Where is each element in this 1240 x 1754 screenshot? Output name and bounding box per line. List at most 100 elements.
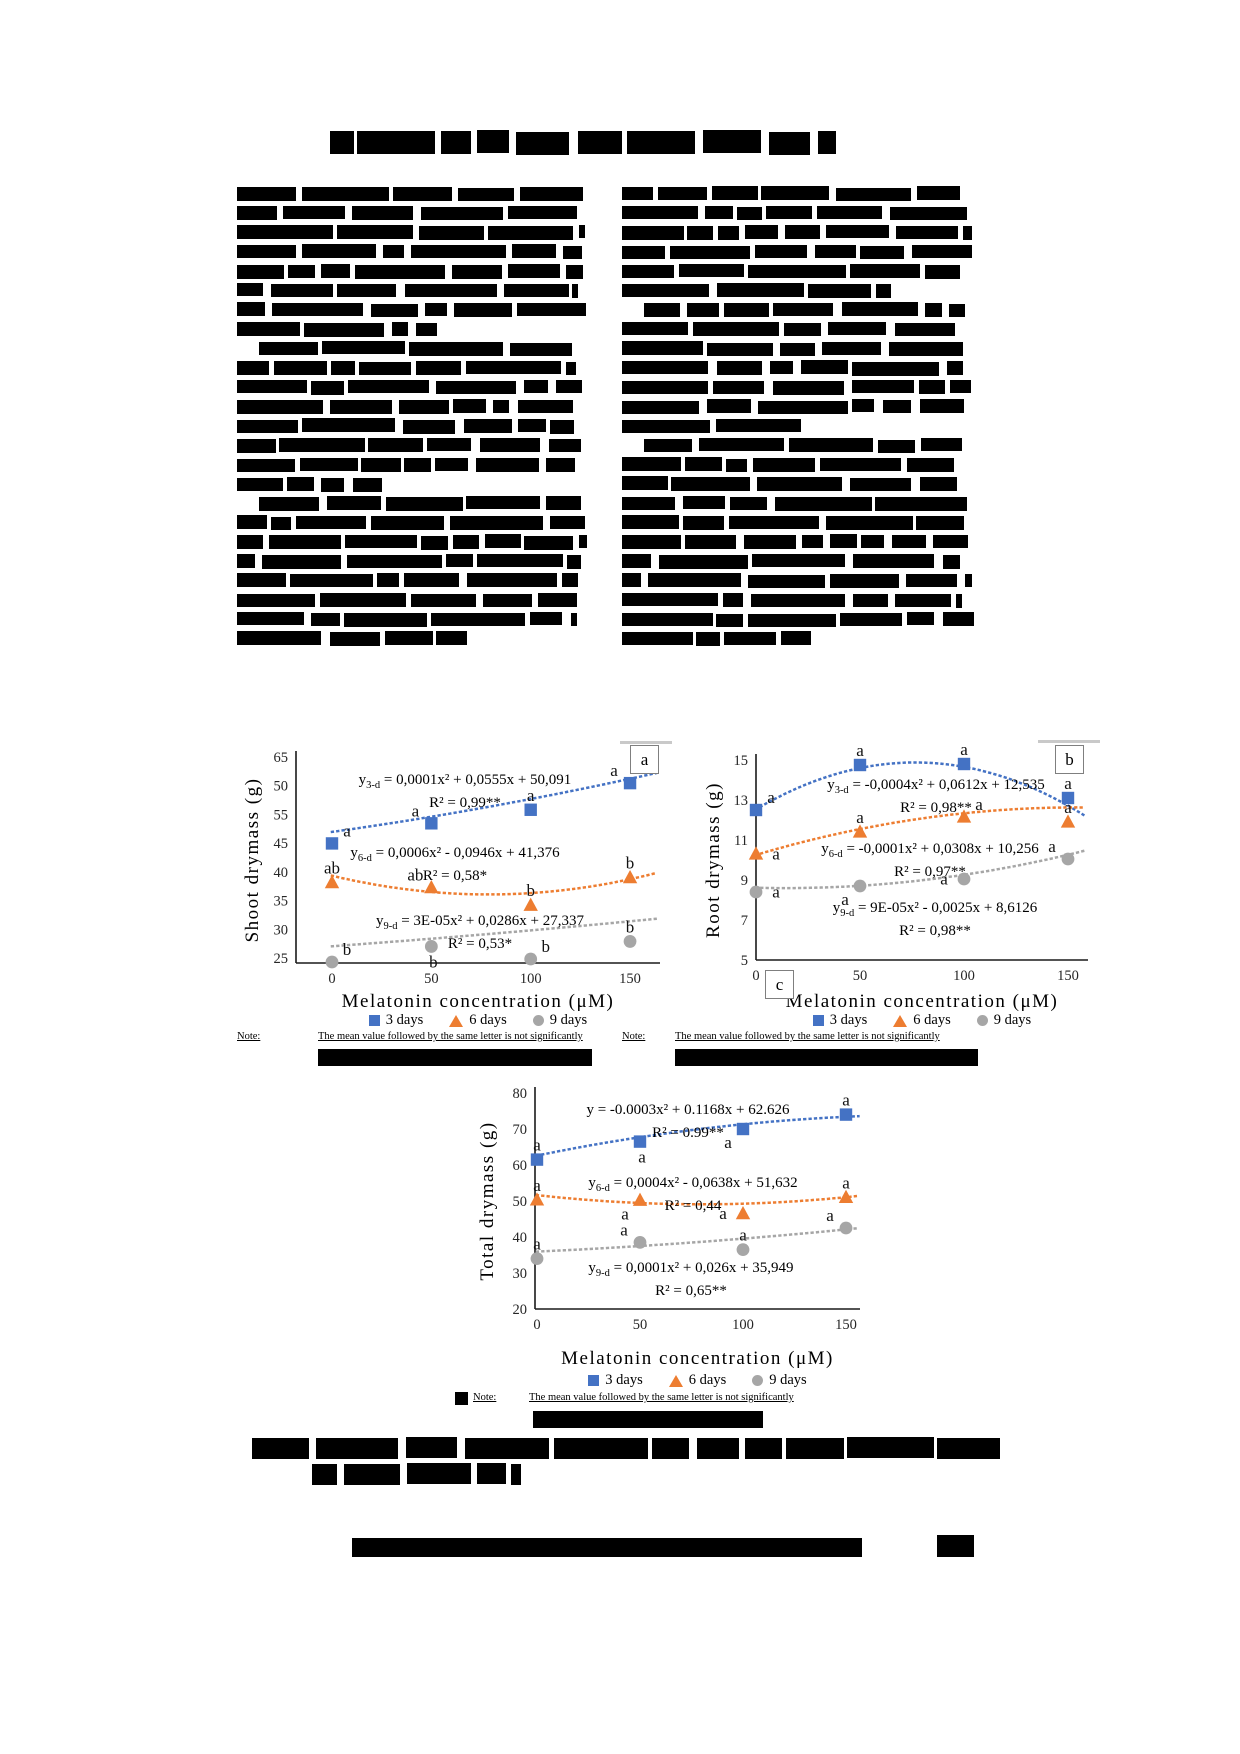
significance-letter: b xyxy=(626,917,635,936)
trendline-9-days xyxy=(535,1226,860,1253)
significance-letter: a xyxy=(856,808,864,827)
note-label: Note: xyxy=(622,1031,646,1042)
chart-legend: 3 days 6 days 9 days xyxy=(535,1372,860,1389)
chart-legend: 3 days 6 days 9 days xyxy=(756,1012,1088,1029)
equation-9d: y9-d = 3E-05x² + 0,0286x + 27,337 R² = 0… xyxy=(310,911,650,954)
r-squared: R² = 0,53* xyxy=(447,936,513,953)
data-point xyxy=(853,879,867,893)
significance-letter: a xyxy=(621,1204,629,1223)
legend-item-9-days: 9 days xyxy=(976,1012,1031,1029)
square-marker-icon xyxy=(368,1015,380,1026)
data-point xyxy=(633,1135,647,1148)
page-number-redacted xyxy=(937,1535,974,1557)
series-9-days: b b b b xyxy=(325,917,660,971)
data-point xyxy=(957,757,971,771)
data-point xyxy=(524,803,537,816)
x-tick-label: 50 xyxy=(633,1317,648,1333)
data-point xyxy=(529,1192,545,1206)
data-point xyxy=(324,875,340,889)
significance-letter: a xyxy=(620,1220,628,1239)
significance-letter: ab xyxy=(324,859,340,878)
circle-marker-icon xyxy=(532,1015,544,1026)
trendline-3-days xyxy=(330,771,660,834)
x-tick-label: 100 xyxy=(732,1317,754,1333)
data-point xyxy=(839,1108,853,1121)
y-tick-label: 80 xyxy=(513,1086,528,1102)
y-tick-label: 40 xyxy=(513,1230,528,1246)
significance-letter: b xyxy=(343,940,352,959)
panel-letter: a xyxy=(640,749,649,769)
scan-artifact-line xyxy=(1038,740,1100,743)
significance-letter: a xyxy=(960,740,968,759)
panel-label-c: c xyxy=(765,970,794,999)
figure-panel-b: 15 13 11 9 7 5 0 50 100 150 a a a a a a a a a a a a b Root dr… xyxy=(618,660,1100,1090)
x-tick-label: 150 xyxy=(619,971,641,987)
trendline-3-days xyxy=(754,761,1087,818)
series-6-days: ab ab b b xyxy=(324,854,660,911)
legend-label: 6 days xyxy=(913,1012,951,1028)
note-label: Note: xyxy=(473,1392,497,1403)
note-row-b: Note: The mean value followed by the sam… xyxy=(622,1031,940,1042)
trendline-6-days xyxy=(535,1193,860,1206)
significance-letter: a xyxy=(343,821,351,840)
legend-item-9-days: 9 days xyxy=(532,1012,587,1029)
significance-letter: a xyxy=(842,1091,850,1110)
r-squared: R² = 0,65** xyxy=(655,1283,727,1300)
data-point xyxy=(838,1189,854,1203)
x-tick-label: 50 xyxy=(424,971,439,987)
y-tick-label: 15 xyxy=(734,753,749,769)
square-marker-icon xyxy=(812,1015,824,1026)
legend-item-9-days: 9 days xyxy=(752,1372,807,1389)
y-tick-label: 11 xyxy=(734,833,748,849)
equation-9d: y9-d = 0,0001x² + 0,026x + 35,949 R² = 0… xyxy=(521,1258,861,1301)
y-axis-title: Shoot drymass (g) xyxy=(242,777,263,943)
x-tick-label: 0 xyxy=(752,968,759,984)
significance-letter: a xyxy=(719,1204,727,1223)
significance-letter: a xyxy=(826,1206,834,1225)
data-point xyxy=(325,837,339,850)
data-point xyxy=(424,880,439,894)
x-tick-label: 100 xyxy=(520,971,542,987)
y-tick-label: 60 xyxy=(513,1158,528,1174)
panel-letter: c xyxy=(775,974,784,994)
note-redaction-bar-b xyxy=(675,1049,978,1066)
legend-item-6-days: 6 days xyxy=(449,1012,507,1029)
figure-panel-c: 80 70 60 50 40 30 20 0 50 100 150 a a a a a a a a a a a a c To… xyxy=(440,960,870,1480)
significance-letter: a xyxy=(739,1226,747,1245)
data-point xyxy=(1061,852,1075,866)
significance-letter: a xyxy=(940,870,948,889)
data-point xyxy=(956,809,972,823)
note-row-a: Note: The mean value followed by the sam… xyxy=(237,1031,583,1042)
r-squared: R² = 0,98** xyxy=(900,800,972,817)
data-point xyxy=(957,872,971,886)
data-point xyxy=(623,776,637,790)
trendline-6-days xyxy=(330,871,660,896)
x-axis-title: Melatonin concentration (μM) xyxy=(561,1348,834,1369)
data-point xyxy=(530,1153,544,1166)
x-axis-title: Melatonin concentration (μM) xyxy=(785,991,1059,1012)
r-squared: R² = 0,58* xyxy=(422,868,488,885)
significance-letter: a xyxy=(1064,798,1072,817)
legend-label: 6 days xyxy=(469,1012,507,1028)
data-point xyxy=(749,803,763,817)
series-3-days: a a a a xyxy=(749,740,1087,818)
equation-3d: y = -0.0003x² + 0.1168x + 62.626 R² = 0.… xyxy=(518,1100,858,1143)
data-point xyxy=(622,870,638,884)
significance-letter: a xyxy=(638,1148,646,1167)
note-row-c: Note: The mean value followed by the sam… xyxy=(455,1392,794,1405)
y-tick-label: 13 xyxy=(734,793,749,809)
trendline-9-days xyxy=(330,917,660,948)
equation-3d: y3-d = 0,0001x² + 0,0555x + 50,091 R² = … xyxy=(295,770,635,813)
trendline-6-days xyxy=(754,806,1086,857)
data-point xyxy=(523,897,538,911)
significance-letter: a xyxy=(772,883,780,902)
significance-letter: a xyxy=(856,741,864,760)
significance-letter: ab xyxy=(407,866,423,885)
significance-letter: a xyxy=(767,788,775,807)
significance-letter: a xyxy=(724,1133,732,1152)
x-tick-label: 150 xyxy=(1057,968,1079,984)
